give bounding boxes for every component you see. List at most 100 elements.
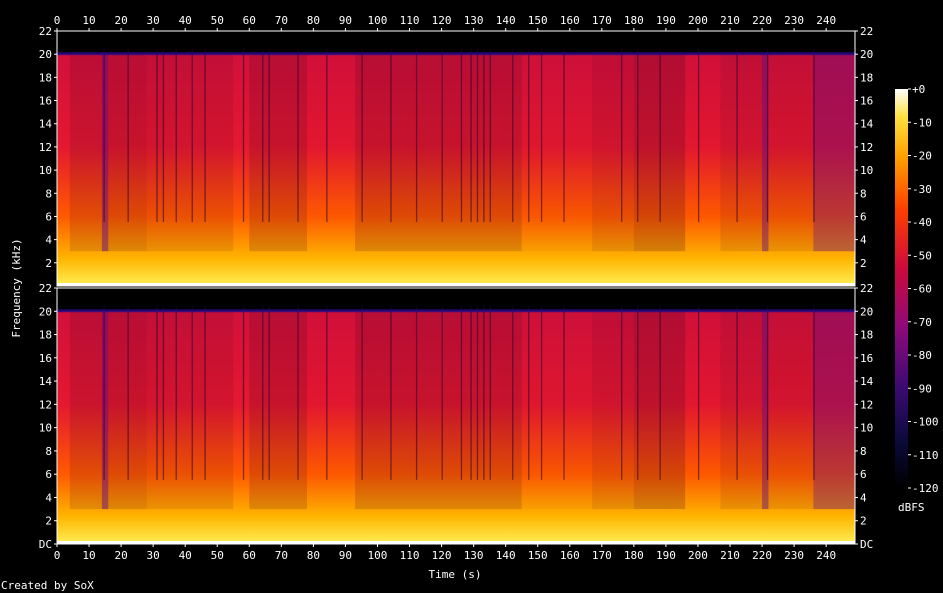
transient-line <box>659 48 661 223</box>
colorbar-tick-label: -40 <box>912 216 932 229</box>
colorbar-tick-label: -30 <box>912 183 932 196</box>
x-tick-label-bottom: 90 <box>339 549 352 562</box>
y-tick-label-left: 8 <box>45 187 52 200</box>
x-tick-label-top: 120 <box>432 14 452 27</box>
time-segment <box>522 311 593 509</box>
panel-frame <box>56 30 856 287</box>
transient-line <box>563 305 565 480</box>
transient-line <box>297 48 299 223</box>
transient-line <box>242 305 245 480</box>
y-tick-label-right: DC <box>860 538 873 551</box>
transient-line <box>637 48 639 223</box>
x-tick-label-bottom: 70 <box>275 549 288 562</box>
transient-line <box>460 305 463 480</box>
transient-line <box>441 305 443 480</box>
y-tick-label-left: 18 <box>39 71 52 84</box>
transient-line <box>512 305 514 480</box>
x-tick-label-top: 210 <box>720 14 740 27</box>
x-tick-label-top: 230 <box>784 14 804 27</box>
y-tick-label-right: 18 <box>860 329 873 342</box>
x-tick-label-bottom: 240 <box>816 549 836 562</box>
x-tick-label-top: 10 <box>82 14 95 27</box>
transient-line <box>156 305 158 480</box>
y-tick-label-left: 6 <box>45 210 52 223</box>
time-segment <box>685 311 720 509</box>
transient-line <box>540 305 543 480</box>
time-segment <box>813 311 855 510</box>
transient-line <box>390 48 392 223</box>
transient-line <box>415 305 418 480</box>
x-tick-label-bottom: 200 <box>688 549 708 562</box>
y-tick-label-right: 6 <box>860 210 867 223</box>
y-tick-label-right: 14 <box>860 375 874 388</box>
transient-line <box>175 305 177 480</box>
time-segment <box>768 54 814 252</box>
time-segment <box>522 54 593 251</box>
y-tick-label-left: 2 <box>45 257 52 270</box>
y-tick-label-right: 20 <box>860 48 873 61</box>
x-tick-label-bottom: 60 <box>243 549 256 562</box>
x-tick-label-top: 60 <box>243 14 256 27</box>
time-segment <box>720 311 763 510</box>
transient-line <box>441 48 443 223</box>
x-tick-label-bottom: 150 <box>528 549 548 562</box>
time-segment <box>101 54 109 252</box>
y-tick-label-left: DC <box>39 538 52 551</box>
cutoff-band <box>57 52 855 56</box>
x-tick-label-top: 110 <box>400 14 420 27</box>
x-tick-label-bottom: 100 <box>368 549 388 562</box>
y-tick-label-left: 16 <box>39 352 52 365</box>
transient-line <box>175 48 177 223</box>
x-tick-label-top: 180 <box>624 14 644 27</box>
y-tick-label-right: 22 <box>860 282 873 295</box>
transient-line <box>103 48 105 223</box>
y-tick-label-right: 20 <box>860 305 873 318</box>
x-tick-label-top: 40 <box>179 14 192 27</box>
x-tick-label-bottom: 0 <box>54 549 61 562</box>
transient-line <box>637 305 639 480</box>
x-tick-label-bottom: 170 <box>592 549 612 562</box>
y-tick-label-right: 4 <box>860 491 867 504</box>
transient-line <box>489 305 491 480</box>
transient-line <box>262 48 264 223</box>
transient-line <box>326 48 328 223</box>
y-tick-label-right: 8 <box>860 187 867 200</box>
transient-line <box>489 48 491 223</box>
y-tick-label-left: 6 <box>45 468 52 481</box>
y-tick-label-right: 6 <box>860 468 867 481</box>
colorbar-tick-label: -80 <box>912 349 932 362</box>
x-tick-label-top: 70 <box>275 14 288 27</box>
x-tick-label-top: 30 <box>147 14 160 27</box>
x-axis-label: Time (s) <box>429 568 482 581</box>
colorbar-unit-label: dBFS <box>898 501 925 514</box>
time-segment <box>592 54 634 252</box>
transient-line <box>415 48 418 223</box>
x-tick-label-top: 100 <box>368 14 388 27</box>
transient-line <box>813 48 815 223</box>
cutoff-band <box>57 309 855 313</box>
y-tick-label-left: 14 <box>39 118 53 131</box>
transient-line <box>540 48 543 223</box>
x-tick-label-bottom: 40 <box>179 549 192 562</box>
y-tick-label-right: 2 <box>860 257 867 270</box>
transient-line <box>476 48 479 223</box>
time-segment <box>69 311 102 510</box>
x-tick-label-top: 20 <box>114 14 127 27</box>
colorbar <box>895 89 908 488</box>
transient-line <box>697 48 700 223</box>
time-segment <box>307 311 355 509</box>
time-segment <box>685 54 720 251</box>
time-segment <box>355 54 522 252</box>
transient-line <box>621 305 623 480</box>
x-tick-label-top: 140 <box>496 14 516 27</box>
colorbar-tick-label: -50 <box>912 249 932 262</box>
x-tick-label-bottom: 130 <box>464 549 484 562</box>
y-tick-label-left: 22 <box>39 282 52 295</box>
x-tick-label-top: 190 <box>656 14 676 27</box>
x-tick-label-bottom: 20 <box>114 549 127 562</box>
x-tick-label-bottom: 190 <box>656 549 676 562</box>
time-segment <box>307 54 355 251</box>
x-tick-label-bottom: 140 <box>496 549 516 562</box>
